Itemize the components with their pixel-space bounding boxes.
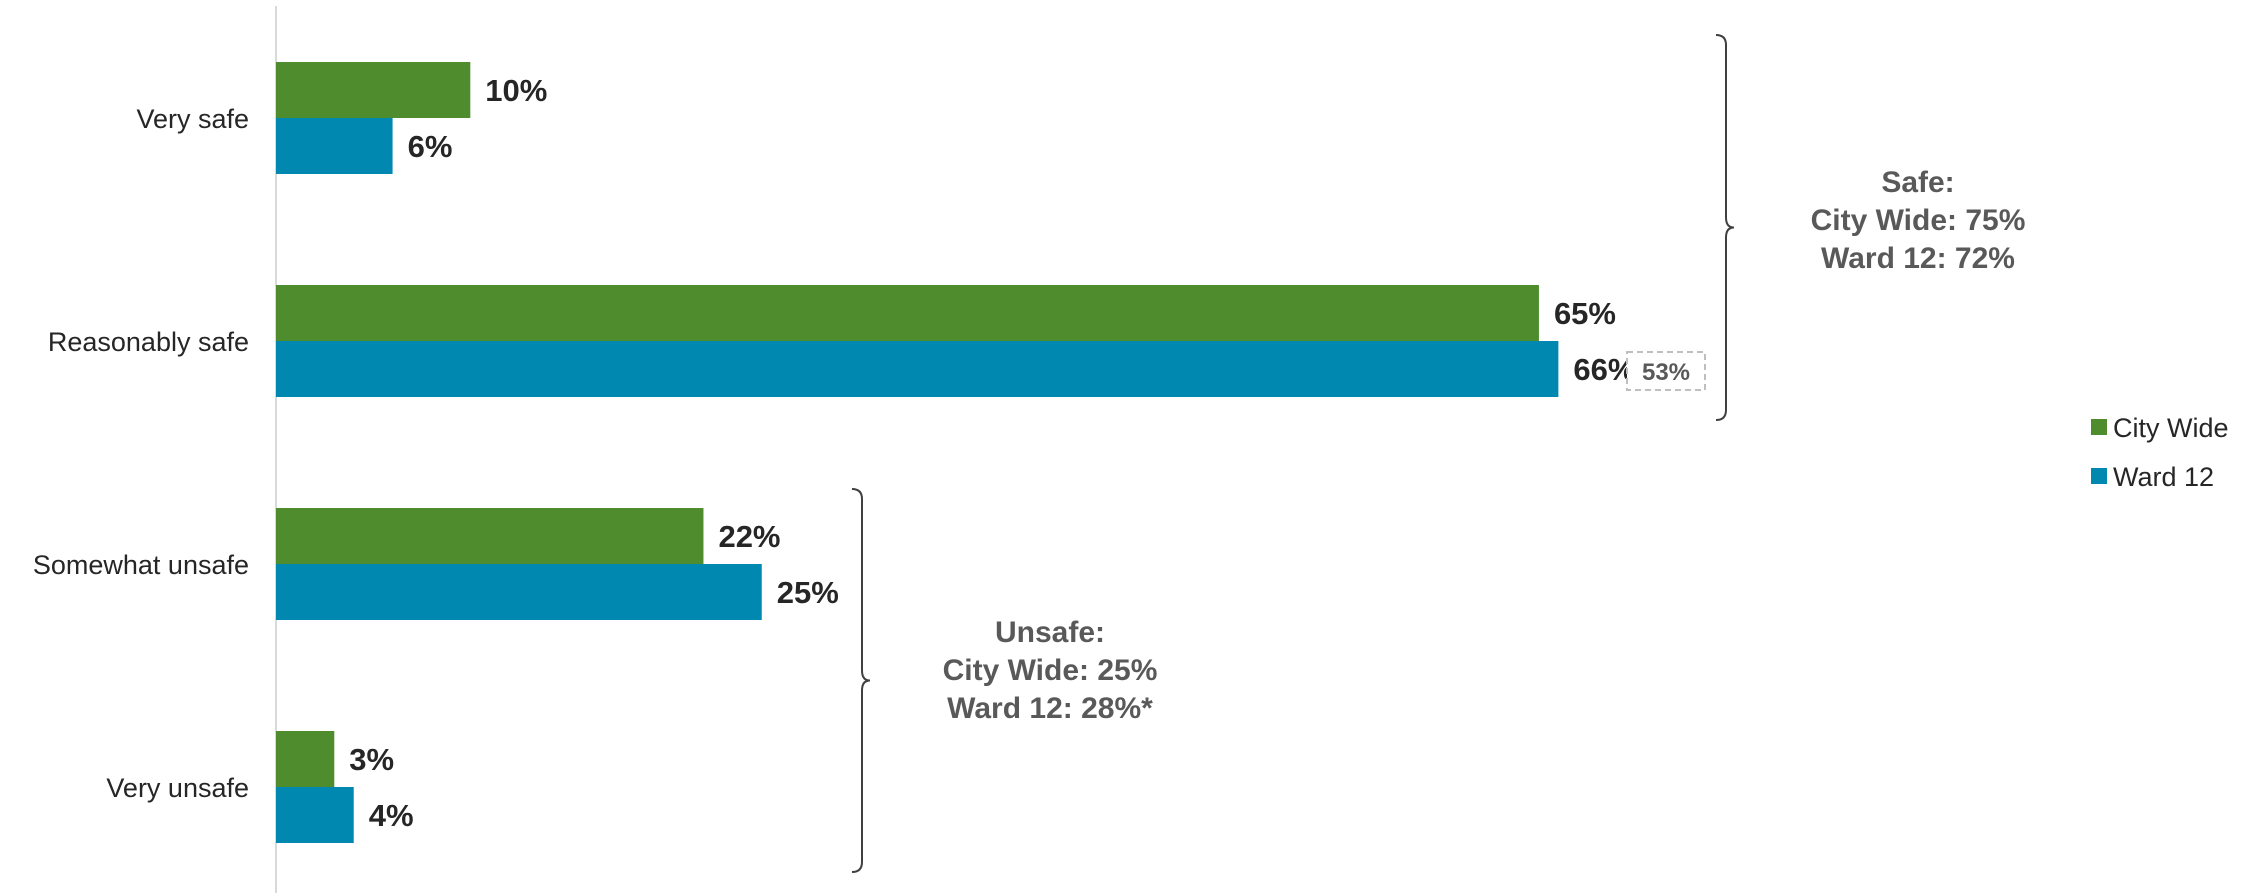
value-label-ward-12-somewhat-unsafe: 25% <box>777 575 839 610</box>
group-brace-1 <box>1715 34 1735 421</box>
group-annotations: Safe: City Wide: 75% Ward 12: 72% Unsafe: Ci… <box>851 34 2026 873</box>
group-label-2-line-1: Unsafe: <box>995 616 1105 649</box>
bar-city-wide-somewhat-unsafe <box>276 508 704 564</box>
comparison-box <box>1626 351 1706 391</box>
group-label-2-line-3: Ward 12: 28%* <box>947 692 1153 725</box>
category-labels: Very safe Reasonably safe Somewhat unsafe V… <box>33 104 249 803</box>
bars <box>276 62 1559 843</box>
comparison-annotation: 53% <box>1626 351 1706 391</box>
bar-ward-12-very-safe <box>276 118 393 174</box>
group-label-1-line-1: Safe: <box>1881 166 1954 199</box>
group-label-1-line-2: City Wide: 75% <box>1811 204 2026 237</box>
category-label-very-unsafe: Very unsafe <box>106 773 249 803</box>
legend-swatch-ward-12 <box>2091 468 2107 484</box>
bar-ward-12-very-unsafe <box>276 787 354 843</box>
bar-city-wide-reasonably-safe <box>276 285 1539 341</box>
bar-ward-12-reasonably-safe <box>276 341 1559 397</box>
bar-ward-12-somewhat-unsafe <box>276 564 762 620</box>
category-label-somewhat-unsafe: Somewhat unsafe <box>33 550 249 580</box>
category-label-very-safe: Very safe <box>136 104 249 134</box>
group-label-1-line-3: Ward 12: 72% <box>1821 242 2015 275</box>
bar-city-wide-very-safe <box>276 62 471 118</box>
legend: City Wide Ward 12 <box>2091 413 2229 492</box>
value-label-city-wide-reasonably-safe: 65% <box>1554 296 1616 331</box>
value-label-city-wide-very-unsafe: 3% <box>349 742 394 777</box>
value-labels: 10% 6% 65% 66% 22% 25% 3% 4% <box>349 73 1635 833</box>
value-label-ward-12-very-safe: 6% <box>408 129 453 164</box>
value-label-ward-12-very-unsafe: 4% <box>369 798 414 833</box>
value-label-city-wide-very-safe: 10% <box>485 73 547 108</box>
comparison-label: 53% <box>1642 359 1690 386</box>
value-label-city-wide-somewhat-unsafe: 22% <box>718 519 780 554</box>
bar-city-wide-very-unsafe <box>276 731 335 787</box>
legend-swatch-city-wide <box>2091 419 2107 435</box>
legend-label-ward-12: Ward 12 <box>2113 462 2214 492</box>
group-label-2-line-2: City Wide: 25% <box>943 654 1158 687</box>
category-label-reasonably-safe: Reasonably safe <box>48 327 249 357</box>
legend-label-city-wide: City Wide <box>2113 413 2229 443</box>
value-label-ward-12-reasonably-safe: 66% <box>1573 352 1635 387</box>
group-brace-2 <box>851 488 871 873</box>
